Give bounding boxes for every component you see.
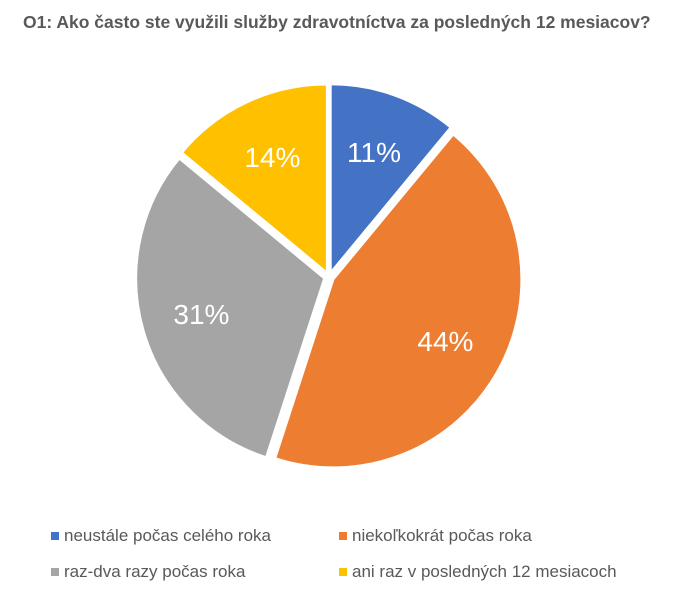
data-label-0: 11% xyxy=(347,137,401,168)
pie-slice-2 xyxy=(135,157,326,459)
legend-item-3: ani raz v posledných 12 mesiacoch xyxy=(339,562,617,582)
legend-item-1: niekoľkokrát počas roka xyxy=(339,526,532,546)
legend-label: raz-dva razy počas roka xyxy=(64,562,246,581)
pie-slice-1 xyxy=(274,133,523,469)
data-label-2: 31% xyxy=(173,299,229,330)
legend-label: niekoľkokrát počas roka xyxy=(352,526,532,545)
legend-swatch xyxy=(339,568,347,576)
pie-slice-0 xyxy=(329,83,452,276)
pie-slice-3 xyxy=(180,83,328,275)
legend-label: ani raz v posledných 12 mesiacoch xyxy=(352,562,617,581)
legend-swatch xyxy=(51,568,59,576)
legend-swatch xyxy=(51,532,59,540)
data-label-3: 14% xyxy=(244,142,300,173)
legend-item-0: neustále počas celého roka xyxy=(51,526,271,546)
chart-title: O1: Ako často ste využili služby zdravot… xyxy=(23,12,651,32)
legend-item-2: raz-dva razy počas roka xyxy=(51,562,245,582)
legend-swatch xyxy=(339,532,347,540)
legend-label: neustále počas celého roka xyxy=(64,526,271,545)
data-label-1: 44% xyxy=(417,326,473,357)
